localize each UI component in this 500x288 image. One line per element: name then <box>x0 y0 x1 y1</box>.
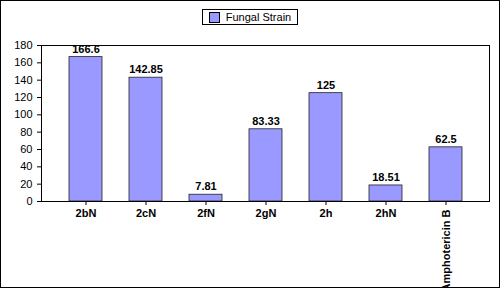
svg-text:2hN: 2hN <box>376 207 397 219</box>
svg-text:2gN: 2gN <box>256 207 277 219</box>
svg-text:20: 20 <box>20 178 32 190</box>
svg-text:0: 0 <box>26 195 32 207</box>
svg-text:140: 140 <box>14 74 32 86</box>
svg-text:2bN: 2bN <box>76 207 97 219</box>
svg-text:62.5: 62.5 <box>435 133 456 145</box>
svg-text:100: 100 <box>14 108 32 120</box>
svg-text:180: 180 <box>14 39 32 51</box>
svg-text:2cN: 2cN <box>136 207 156 219</box>
html-text:Fungal Strain: Fungal Strain <box>225 11 292 23</box>
svg-text:60: 60 <box>20 143 32 155</box>
svg-text:166.6: 166.6 <box>72 43 100 55</box>
svg-text:83.33: 83.33 <box>252 115 280 127</box>
svg-text:80: 80 <box>20 126 32 138</box>
svg-text:142.85: 142.85 <box>129 63 163 75</box>
svg-text:160: 160 <box>14 56 32 68</box>
svg-text:2fN: 2fN <box>197 207 215 219</box>
svg-text:120: 120 <box>14 91 32 103</box>
svg-text:125: 125 <box>317 79 335 91</box>
svg-text:2h: 2h <box>320 207 333 219</box>
svg-text:18.51: 18.51 <box>372 171 400 183</box>
svg-text:7.81: 7.81 <box>195 180 216 192</box>
svg-text:Amphotericin B: Amphotericin B <box>440 209 452 287</box>
svg-text:40: 40 <box>20 160 32 172</box>
